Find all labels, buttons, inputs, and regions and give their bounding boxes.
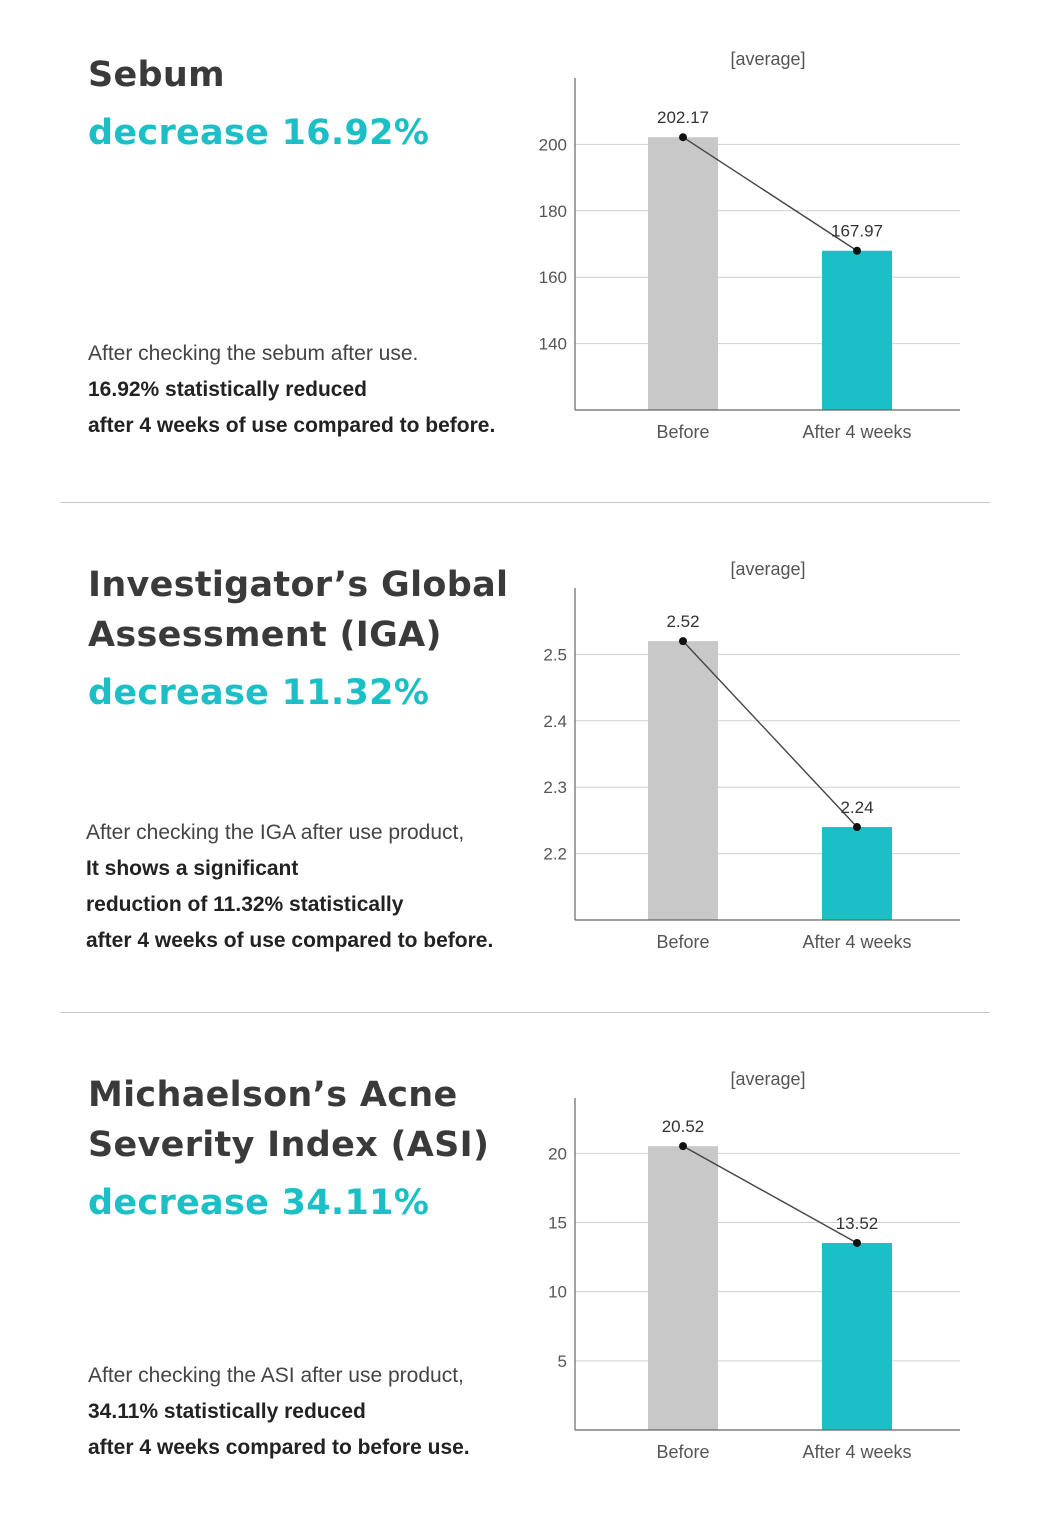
title-line: Michaelson’s Acne	[88, 1075, 458, 1115]
y-tick-label: 180	[539, 202, 567, 221]
y-tick-label: 2.4	[543, 712, 567, 731]
description-lead: After checking the sebum after use.	[88, 342, 419, 365]
x-tick-label: Before	[656, 932, 709, 952]
y-tick-label: 2.5	[543, 645, 567, 664]
description-bold-line: It shows a significant	[86, 857, 299, 880]
data-label: 2.24	[840, 798, 873, 817]
section-sebum: Sebum decrease 16.92% After checking the…	[0, 0, 1050, 510]
unit-note: [average]	[730, 1069, 805, 1089]
description-bold-line: after 4 weeks of use compared to before.	[86, 929, 494, 952]
x-tick-label: After 4 weeks	[802, 1442, 911, 1462]
section-divider	[60, 502, 990, 503]
section-title: Michaelson’s Acne Severity Index (ASI)	[88, 1070, 528, 1170]
section-asi: Michaelson’s Acne Severity Index (ASI) d…	[0, 1020, 1050, 1530]
y-tick-label: 5	[558, 1352, 567, 1371]
description-bold-line: 16.92% statistically reduced	[88, 378, 367, 401]
description: After checking the ASI after use product…	[88, 1358, 548, 1466]
x-tick-label: After 4 weeks	[802, 422, 911, 442]
description-bold-line: 34.11% statistically reduced	[88, 1400, 366, 1423]
bar-chart-asi: [average] 5 10 15 20 Before After 4 weeks 20.52…	[548, 1069, 960, 1462]
y-tick-label: 2.2	[543, 845, 567, 864]
decrease-highlight: decrease 34.11%	[88, 1183, 430, 1223]
unit-note: [average]	[730, 49, 805, 69]
trend-line	[682, 136, 858, 252]
data-label: 20.52	[662, 1117, 705, 1136]
data-point	[679, 1142, 687, 1151]
section-iga: Investigator’s Global Assessment (IGA) d…	[0, 510, 1050, 1020]
bar-chart-sebum: [average] 140 160 180 200 Before After 4 weeks…	[539, 49, 960, 442]
data-point	[853, 246, 861, 255]
x-tick-label: Before	[656, 1442, 709, 1462]
description-bold-line: after 4 weeks compared to before use.	[88, 1436, 470, 1459]
data-label: 2.52	[666, 612, 699, 631]
decrease-highlight: decrease 11.32%	[88, 673, 430, 713]
description-lead: After checking the IGA after use product…	[86, 821, 465, 844]
heading-block: Michaelson’s Acne Severity Index (ASI) d…	[88, 1070, 528, 1228]
description: After checking the IGA after use product…	[86, 815, 546, 959]
data-label: 167.97	[831, 222, 883, 241]
trend-line	[682, 640, 858, 828]
y-tick-label: 2.3	[543, 778, 567, 797]
x-tick-label: Before	[656, 422, 709, 442]
data-point	[679, 637, 687, 646]
title-line: Severity Index (ASI)	[88, 1125, 490, 1165]
section-title: Investigator’s Global Assessment (IGA)	[88, 560, 528, 660]
data-point	[853, 823, 861, 832]
description-lead: After checking the ASI after use product…	[88, 1364, 464, 1387]
bar	[822, 1242, 892, 1430]
y-tick-label: 200	[539, 135, 567, 154]
decrease-highlight: decrease 16.92%	[88, 113, 430, 153]
bar-chart-iga: [average] 2.2 2.3 2.4 2.5 Before After 4 weeks…	[543, 559, 960, 952]
description-bold-line: after 4 weeks of use compared to before.	[88, 414, 496, 437]
y-tick-label: 20	[548, 1144, 567, 1163]
title-line: Investigator’s Global	[88, 565, 509, 605]
bar	[822, 250, 892, 410]
description-bold-line: reduction of 11.32% statistically	[86, 893, 404, 916]
data-point	[679, 133, 687, 142]
section-divider	[60, 1012, 990, 1013]
unit-note: [average]	[730, 559, 805, 579]
title-line: Assessment (IGA)	[88, 615, 442, 655]
bar	[648, 641, 718, 920]
data-label: 13.52	[836, 1214, 879, 1233]
bar	[822, 827, 892, 920]
bar	[648, 1146, 718, 1430]
y-tick-label: 15	[548, 1214, 567, 1233]
trend-line	[682, 1145, 858, 1244]
y-tick-label: 10	[548, 1283, 567, 1302]
title-line: Sebum	[88, 55, 225, 95]
y-tick-label: 140	[539, 335, 567, 354]
x-tick-label: After 4 weeks	[802, 932, 911, 952]
data-label: 202.17	[657, 108, 709, 127]
y-tick-label: 160	[539, 268, 567, 287]
heading-block: Sebum decrease 16.92%	[88, 50, 528, 158]
heading-block: Investigator’s Global Assessment (IGA) d…	[88, 560, 528, 718]
data-point	[853, 1238, 861, 1247]
description: After checking the sebum after use. 16.9…	[88, 336, 548, 444]
section-title: Sebum	[88, 50, 528, 100]
bar	[648, 137, 718, 410]
